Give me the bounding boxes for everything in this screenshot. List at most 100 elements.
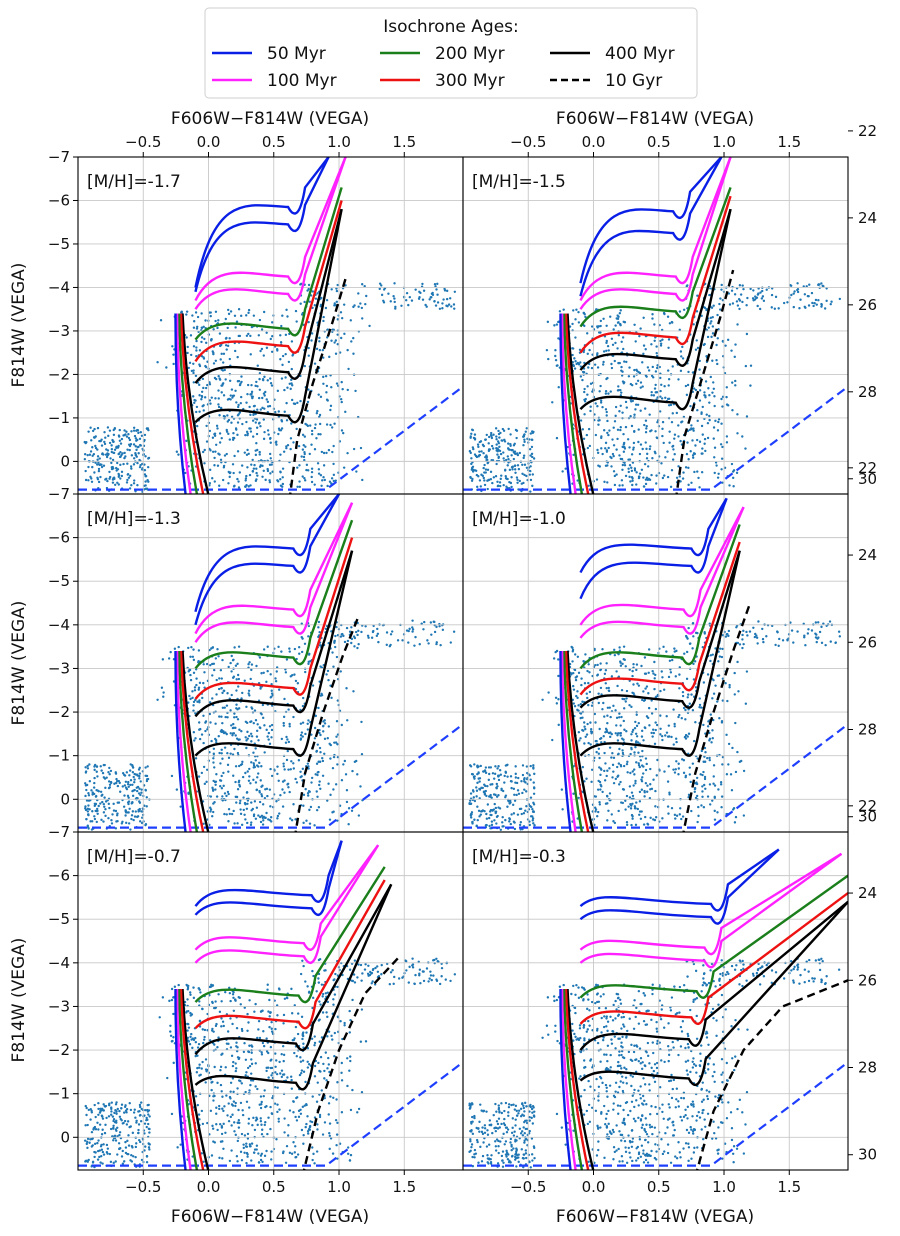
star-point [589, 730, 593, 733]
star-point [708, 756, 711, 760]
y-tick-label: −7 [48, 485, 70, 503]
isochrone-300-Myr [194, 200, 343, 363]
star-point [597, 779, 600, 783]
star-point [187, 366, 190, 370]
star-point [642, 476, 645, 479]
star-point [528, 473, 532, 476]
star-point [343, 332, 346, 336]
isochrone-100-Myr [579, 157, 732, 302]
star-point [495, 435, 498, 438]
star-point [513, 468, 517, 471]
right-y-tick-label: 26 [858, 296, 877, 314]
star-point [650, 393, 653, 397]
star-point [393, 297, 396, 300]
star-point [622, 764, 626, 768]
star-point [720, 457, 724, 460]
star-point [126, 448, 129, 451]
star-point [236, 433, 239, 437]
star-point [234, 664, 238, 667]
star-point [330, 477, 334, 480]
star-point [187, 791, 190, 794]
star-point [616, 739, 620, 742]
star-point [411, 619, 414, 622]
star-point [594, 795, 598, 798]
star-point [616, 437, 619, 441]
star-point [695, 438, 699, 442]
star-point [731, 302, 735, 305]
star-point [313, 824, 316, 827]
star-point [286, 443, 290, 447]
star-point [599, 401, 603, 404]
star-point [243, 813, 246, 816]
star-point [83, 457, 87, 461]
star-point [745, 415, 749, 418]
star-point [604, 408, 608, 411]
star-point [204, 364, 207, 368]
star-point [294, 679, 298, 683]
star-point [194, 698, 197, 702]
star-point [258, 453, 261, 456]
star-point [624, 808, 627, 811]
star-point [302, 444, 305, 447]
star-point [680, 817, 683, 821]
star-point [703, 783, 706, 787]
star-point [661, 434, 664, 438]
star-point [508, 468, 512, 472]
star-point [299, 302, 302, 305]
star-point [270, 384, 274, 387]
star-point [124, 780, 128, 783]
star-point [214, 319, 217, 323]
star-point [522, 435, 526, 438]
star-point [614, 777, 618, 781]
star-point [86, 767, 90, 770]
star-point [289, 447, 292, 451]
star-point [276, 389, 280, 393]
star-point [632, 663, 635, 666]
star-point [717, 674, 721, 677]
star-point [499, 452, 503, 456]
star-point [110, 819, 113, 822]
isochrone-50-Myr [194, 157, 330, 288]
star-point [659, 389, 662, 393]
star-point [693, 452, 697, 456]
star-point [673, 647, 676, 650]
star-point [636, 403, 640, 406]
star-point [678, 673, 681, 676]
star-point [303, 477, 306, 480]
star-point [185, 313, 188, 316]
star-point [338, 351, 342, 354]
star-point [212, 747, 216, 750]
star-point [251, 469, 255, 473]
star-point [301, 475, 304, 478]
star-point [350, 626, 353, 629]
star-point [616, 428, 620, 431]
star-point [266, 669, 269, 673]
star-point [471, 470, 475, 473]
star-point [489, 478, 493, 481]
star-point [624, 400, 628, 404]
star-point [93, 815, 96, 818]
star-point [684, 737, 688, 740]
star-point [612, 770, 615, 773]
star-point [588, 444, 592, 448]
star-point [576, 690, 579, 693]
star-point [279, 341, 283, 344]
star-point [247, 332, 250, 336]
star-point [336, 699, 340, 702]
star-point [86, 764, 89, 768]
star-point [628, 464, 632, 467]
star-point [257, 765, 260, 768]
star-point [115, 466, 118, 470]
star-point [484, 468, 488, 471]
star-point [245, 334, 249, 337]
star-point [203, 462, 206, 465]
star-point [605, 774, 608, 778]
star-point [375, 634, 379, 638]
star-point [703, 391, 706, 394]
star-point [746, 296, 749, 300]
isochrone-100-Myr [194, 157, 347, 310]
star-point [730, 462, 734, 466]
star-point [823, 307, 827, 310]
star-point [286, 749, 289, 753]
star-point [653, 339, 656, 342]
